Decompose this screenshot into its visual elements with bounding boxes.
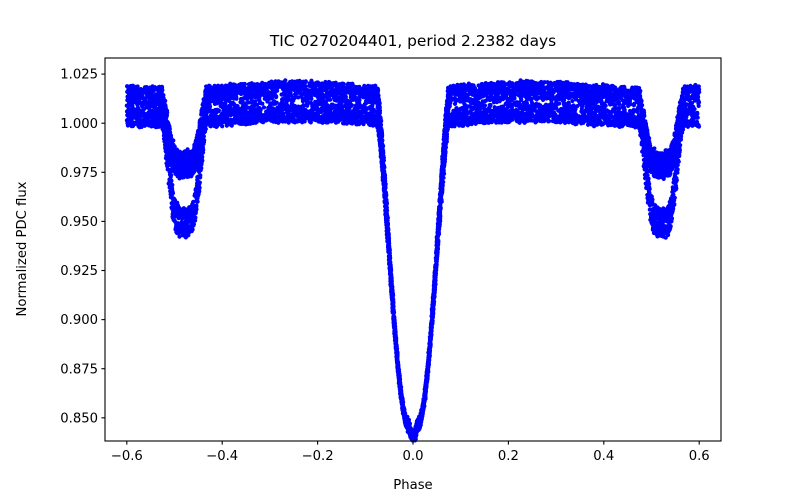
x-tick-label: 0.4 [593, 449, 614, 464]
x-tick-label: 0.6 [689, 449, 710, 464]
chart-title: TIC 0270204401, period 2.2382 days [269, 32, 556, 50]
scatter-series-points [124, 78, 702, 443]
y-tick-label: 0.900 [60, 313, 98, 328]
x-tick-label: −0.4 [206, 449, 238, 464]
x-tick-label: 0.2 [498, 449, 519, 464]
y-tick-label: 0.950 [60, 215, 98, 230]
x-axis-ticks: −0.6 −0.4 −0.2 0.0 0.2 0.4 0.6 [111, 441, 710, 464]
y-tick-label: 0.925 [60, 264, 98, 279]
x-axis-label: Phase [393, 478, 432, 493]
x-tick-label: −0.6 [111, 449, 143, 464]
y-tick-label: 1.025 [60, 68, 98, 83]
y-tick-label: 0.850 [60, 411, 98, 426]
data-points-layer [124, 78, 702, 443]
y-tick-label: 1.000 [60, 117, 98, 132]
x-tick-label: −0.2 [302, 449, 334, 464]
y-tick-label: 0.875 [60, 362, 98, 377]
x-tick-label: 0.0 [403, 449, 424, 464]
y-tick-label: 0.975 [60, 166, 98, 181]
y-axis-ticks: 0.850 0.875 0.900 0.925 0.950 0.975 1.000 1.025 [60, 68, 105, 426]
y-axis-label: Normalized PDC flux [15, 181, 30, 316]
